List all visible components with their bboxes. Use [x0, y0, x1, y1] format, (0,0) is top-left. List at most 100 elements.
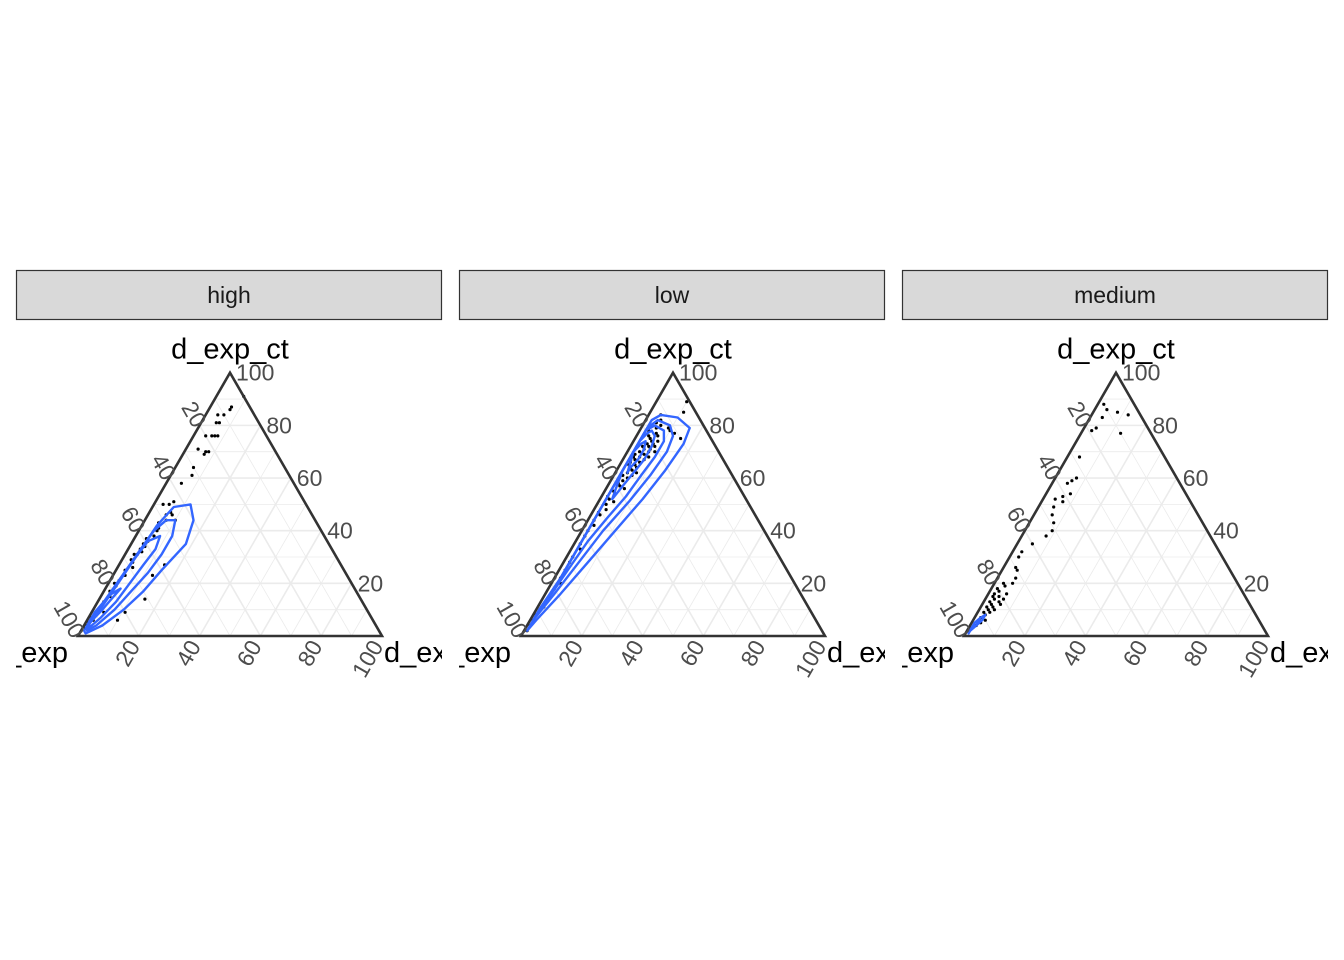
data-point — [653, 450, 657, 454]
data-point — [150, 573, 155, 578]
data-point — [1044, 534, 1048, 538]
data-point — [991, 594, 995, 599]
data-point — [647, 455, 651, 459]
data-point — [1011, 581, 1015, 585]
data-point — [682, 410, 686, 414]
axis-label-top: d_exp_ct — [171, 334, 289, 366]
data-point — [170, 513, 174, 517]
grid-line — [763, 582, 796, 637]
plot-area: 202020404040606060808080100100100d_exp_c… — [902, 334, 1328, 682]
tick-label-top: 60 — [740, 465, 766, 491]
grid-line — [1176, 556, 1223, 637]
grid-line — [259, 530, 322, 637]
tick-label-right: 80 — [1178, 636, 1213, 671]
data-point — [997, 594, 1001, 599]
tick-label-top: 80 — [709, 412, 735, 438]
data-point — [1119, 431, 1123, 435]
axis-label-top: d_exp_ct — [1057, 334, 1175, 366]
tick-label-left: 20 — [1062, 397, 1097, 432]
tick-label-right: 60 — [1117, 636, 1152, 671]
grid-line — [1145, 530, 1208, 637]
points — [970, 402, 1130, 630]
data-point — [988, 600, 992, 604]
tick-label-right: 60 — [674, 636, 709, 671]
data-point — [986, 608, 990, 612]
data-point — [985, 605, 989, 609]
tick-label-top: 40 — [327, 518, 353, 544]
data-point — [992, 608, 997, 612]
grid-line — [1206, 582, 1239, 637]
data-point — [654, 431, 658, 435]
triangle-frame — [961, 370, 1271, 638]
grid-line — [611, 451, 719, 637]
grid — [978, 398, 1254, 637]
data-point — [143, 597, 147, 601]
grid-line — [138, 530, 201, 637]
grid-line — [1054, 451, 1162, 637]
data-point — [992, 592, 997, 596]
density-contours — [967, 613, 987, 635]
facet-strip-label: low — [655, 282, 690, 308]
facet-panel-high: high202020404040606060808080100100100d_e… — [15, 269, 443, 682]
data-point — [204, 450, 208, 454]
data-point — [217, 421, 221, 425]
data-point — [161, 502, 165, 506]
grid-line — [168, 451, 276, 637]
data-point — [204, 434, 208, 438]
data-point — [592, 523, 596, 528]
contour-line — [538, 424, 666, 611]
tick-label-top: 100 — [679, 360, 717, 386]
tick-label-left: 60 — [116, 502, 151, 537]
data-point — [1050, 513, 1054, 517]
grid-line — [1237, 609, 1254, 637]
grid-line — [229, 504, 307, 637]
tick-label-left: 40 — [146, 449, 181, 484]
axis-label-top: d_exp_ct — [614, 334, 732, 366]
grid-line — [672, 504, 750, 637]
data-point — [607, 497, 611, 501]
data-point — [222, 413, 226, 417]
data-point — [216, 413, 220, 417]
tick-label-top: 100 — [236, 360, 274, 386]
data-point — [131, 565, 135, 570]
grid-line — [153, 504, 231, 637]
data-point — [997, 589, 1001, 593]
data-point — [618, 484, 622, 488]
data-point — [1074, 476, 1079, 480]
grid-line — [184, 451, 292, 637]
data-point — [634, 471, 639, 475]
data-point — [647, 444, 651, 448]
tick-label-left: 20 — [176, 397, 211, 432]
data-point — [1030, 542, 1034, 546]
triangle-frame — [518, 370, 828, 638]
facet-panel-low: low202020404040606060808080100100100d_ex… — [458, 269, 886, 682]
tick-label-right: 40 — [171, 636, 206, 671]
data-point — [659, 423, 663, 427]
grid-line — [702, 530, 765, 637]
tick-label-right: 40 — [614, 636, 649, 671]
data-point — [1068, 492, 1072, 496]
tick-label-right: 60 — [231, 636, 266, 671]
data-point — [1050, 529, 1054, 533]
data-point — [988, 610, 992, 614]
data-point — [656, 439, 660, 443]
tick-label-right: 100 — [1233, 636, 1275, 682]
facet-strip — [15, 269, 443, 321]
tick-label-top: 60 — [1183, 465, 1209, 491]
grid-line — [978, 609, 995, 637]
tick-label-left: 60 — [1002, 502, 1037, 537]
data-point — [1126, 413, 1130, 417]
data-point — [642, 452, 646, 456]
grid-line — [123, 556, 170, 637]
data-point — [1017, 555, 1021, 559]
plot-area: 202020404040606060808080100100100d_exp_c… — [16, 334, 442, 682]
data-point — [196, 447, 200, 451]
tick-label-top: 60 — [297, 465, 323, 491]
grid-line — [551, 398, 689, 637]
data-point — [604, 508, 608, 512]
tick-label-right: 20 — [996, 636, 1031, 671]
data-point — [604, 502, 608, 506]
